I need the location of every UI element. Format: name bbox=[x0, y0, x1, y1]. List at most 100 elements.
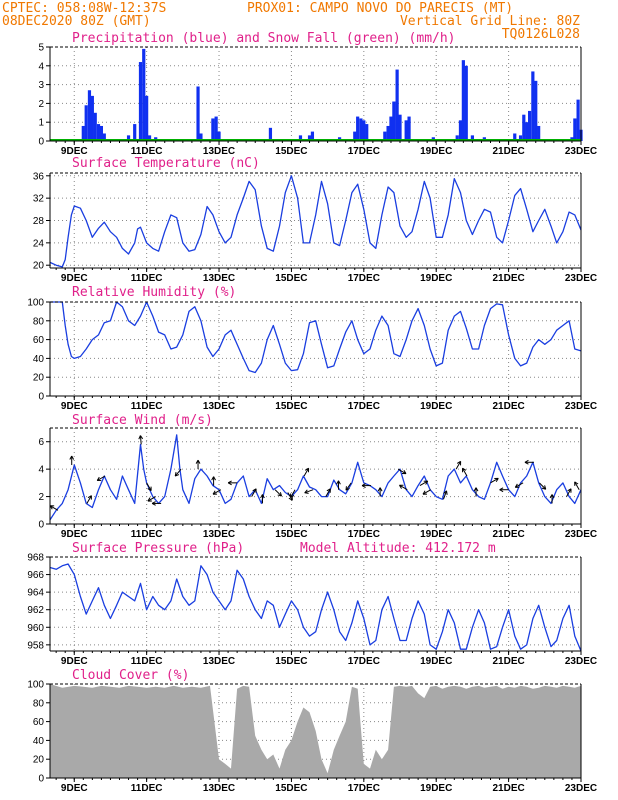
pressure-title: Surface Pressure (hPa) bbox=[72, 541, 244, 556]
y-tick-label: 0 bbox=[38, 137, 44, 148]
precipitation-bar bbox=[90, 95, 94, 141]
wind-arrow bbox=[212, 489, 222, 495]
x-date-label: 23DEC bbox=[565, 529, 597, 540]
x-date-label: 11DEC bbox=[131, 273, 163, 284]
wind-arrow bbox=[422, 489, 432, 495]
wind-arrow-head bbox=[514, 483, 518, 488]
precipitation-bar bbox=[398, 114, 402, 141]
precipitation-bar bbox=[353, 131, 357, 141]
wind-arrow-shaft bbox=[212, 489, 222, 495]
y-tick-label: 80 bbox=[33, 698, 45, 709]
pressure-panel: Surface Pressure (hPa) Model Altitude: 4… bbox=[27, 541, 597, 667]
y-tick-label: 4 bbox=[38, 61, 44, 72]
wind-arrow-shaft bbox=[49, 505, 59, 511]
y-tick-label: 20 bbox=[33, 755, 45, 766]
wind-arrow-shaft bbox=[462, 467, 468, 477]
x-date-label: 9DEC bbox=[61, 529, 88, 540]
wind-arrow-head bbox=[499, 487, 504, 491]
wind-arrow bbox=[174, 468, 182, 477]
x-date-label: 11DEC bbox=[131, 783, 163, 794]
wind-arrow-head bbox=[345, 488, 350, 491]
header-line1-right: PROX01: CAMPO NOVO DO PARECIS (MT) bbox=[247, 1, 513, 16]
wind-arrow-head bbox=[175, 474, 180, 477]
wind-arrow-head bbox=[377, 487, 381, 492]
x-date-label: 11DEC bbox=[131, 146, 163, 157]
precipitation-bar bbox=[199, 133, 203, 141]
precipitation-bar bbox=[268, 127, 273, 141]
wind-arrow-head bbox=[151, 501, 156, 504]
wind-arrow-shaft bbox=[574, 481, 580, 490]
x-date-label: 17DEC bbox=[348, 273, 380, 284]
x-date-label: 13DEC bbox=[203, 146, 235, 157]
x-date-label: 15DEC bbox=[275, 273, 307, 284]
precipitation-bar bbox=[395, 69, 399, 141]
y-tick-label: 962 bbox=[27, 605, 44, 616]
precipitation-bar bbox=[138, 62, 143, 141]
x-date-label: 19DEC bbox=[420, 656, 452, 667]
wind-arrow-head bbox=[197, 459, 201, 464]
wind-arrow-head bbox=[443, 490, 447, 494]
y-tick-label: 60 bbox=[33, 717, 45, 728]
wind-arrow bbox=[419, 480, 429, 487]
wind-arrow-shaft bbox=[345, 482, 352, 491]
y-tick-label: 960 bbox=[27, 623, 44, 634]
y-tick-label: 1 bbox=[38, 118, 44, 129]
pressure-line bbox=[49, 563, 582, 652]
x-date-label: 23DEC bbox=[565, 146, 597, 157]
wind-arrow-shaft bbox=[490, 477, 499, 484]
precipitation-bar bbox=[470, 135, 475, 141]
precipitation-bar bbox=[307, 135, 312, 141]
wind-arrow bbox=[524, 459, 534, 465]
y-tick-label: 4 bbox=[38, 465, 44, 476]
x-date-label: 11DEC bbox=[131, 656, 163, 667]
x-date-label: 11DEC bbox=[131, 401, 163, 412]
wind-arrow bbox=[345, 482, 352, 491]
y-tick-label: 24 bbox=[33, 238, 45, 249]
precipitation-bar bbox=[537, 125, 541, 141]
precipitation-bar bbox=[211, 118, 215, 141]
wind-arrow bbox=[397, 468, 407, 475]
wind-arrow bbox=[195, 459, 201, 470]
precipitation-bar bbox=[518, 135, 523, 141]
wind-arrow-head bbox=[475, 487, 479, 492]
x-date-label: 15DEC bbox=[275, 529, 307, 540]
wind-arrow-head bbox=[462, 467, 467, 471]
precipitation-title: Precipitation (blue) and Snow Fall (gree… bbox=[72, 31, 456, 46]
wind-arrow-head bbox=[326, 488, 331, 492]
wind-arrow-shaft bbox=[566, 488, 572, 497]
wind-arrow bbox=[304, 489, 314, 494]
x-date-label: 21DEC bbox=[492, 783, 524, 794]
precipitation-bar bbox=[356, 116, 360, 141]
x-date-label: 15DEC bbox=[275, 146, 307, 157]
x-date-label: 19DEC bbox=[420, 273, 452, 284]
wind-arrow bbox=[539, 482, 547, 490]
wind-arrow bbox=[473, 487, 479, 497]
wind-arrow-shaft bbox=[422, 489, 432, 495]
precipitation-bar bbox=[531, 71, 535, 141]
x-date-label: 23DEC bbox=[565, 783, 597, 794]
precipitation-bar bbox=[310, 131, 315, 141]
wind-arrow-head bbox=[69, 455, 73, 460]
precipitation-bar bbox=[455, 135, 459, 141]
x-date-label: 13DEC bbox=[203, 529, 235, 540]
y-tick-label: 3 bbox=[38, 80, 44, 91]
y-tick-label: 80 bbox=[33, 316, 45, 327]
wind-arrow-head bbox=[49, 505, 53, 510]
wind-arrow-head bbox=[71, 455, 75, 460]
precipitation-bar bbox=[576, 99, 580, 141]
wind-arrow bbox=[361, 483, 372, 488]
x-date-label: 21DEC bbox=[492, 273, 524, 284]
precipitation-bar bbox=[392, 101, 396, 141]
precipitation-bar bbox=[404, 120, 408, 141]
wind-arrow-shaft bbox=[399, 484, 408, 491]
y-tick-label: 6 bbox=[38, 437, 44, 448]
wind-panel: Surface Wind (m/s) 0 2 4 6 9DEC 11DEC 13DEC 15D… bbox=[38, 413, 597, 540]
precipitation-bar bbox=[126, 135, 131, 141]
y-tick-label: 20 bbox=[33, 261, 45, 272]
wind-arrow-head bbox=[336, 480, 339, 485]
precipitation-bar bbox=[214, 116, 218, 141]
wind-arrow-head bbox=[446, 490, 448, 495]
wind-arrow-shaft bbox=[287, 492, 293, 501]
model-altitude-label: Model Altitude: 412.172 m bbox=[300, 541, 496, 556]
wind-arrow-head bbox=[473, 487, 477, 492]
